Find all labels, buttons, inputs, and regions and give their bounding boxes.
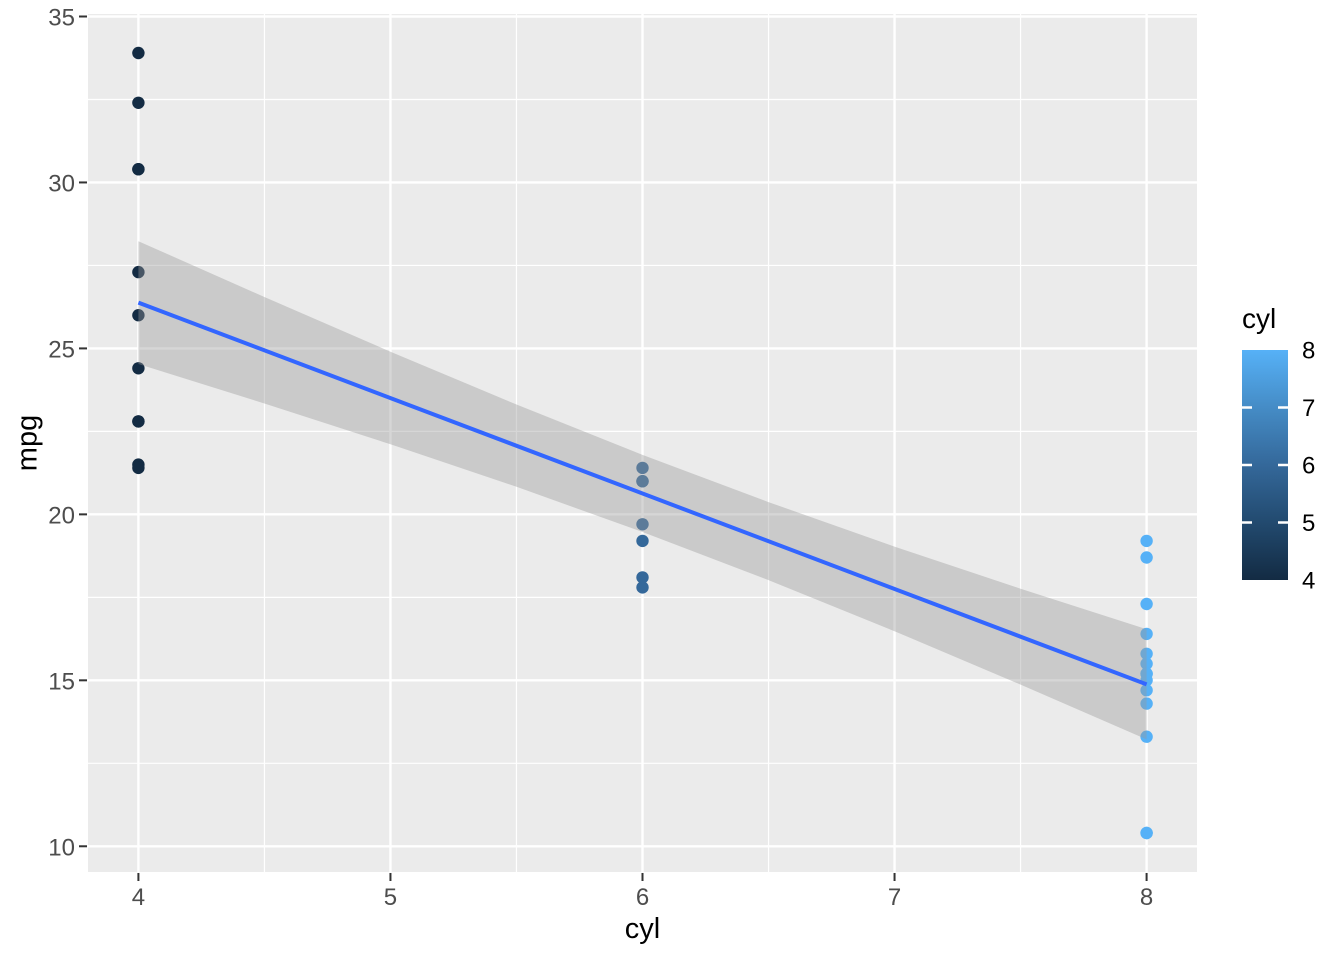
data-point — [636, 581, 649, 594]
data-point — [132, 163, 145, 176]
y-tick-label: 35 — [48, 4, 75, 31]
y-tick-label: 15 — [48, 668, 75, 695]
legend-tick-label: 5 — [1302, 510, 1315, 537]
legend-tick-label: 8 — [1302, 338, 1315, 365]
data-point — [1140, 597, 1153, 611]
y-tick-label: 20 — [48, 502, 75, 529]
data-point — [132, 461, 145, 475]
x-tick-label: 5 — [384, 884, 397, 911]
data-point — [1140, 697, 1153, 710]
data-point — [1140, 551, 1153, 564]
data-point — [1140, 647, 1153, 660]
data-point — [1140, 657, 1153, 670]
data-point — [636, 518, 649, 531]
regression-line — [137, 300, 1148, 687]
y-tick-label: 25 — [48, 336, 75, 363]
legend-tick-label: 6 — [1302, 453, 1315, 480]
y-tick-label: 30 — [48, 170, 75, 197]
x-axis-title: cyl — [624, 913, 661, 945]
y-tick-label: 10 — [48, 834, 75, 861]
confidence-band — [138, 241, 1147, 740]
data-point — [1140, 684, 1153, 697]
legend-tick-label: 4 — [1302, 568, 1315, 595]
data-point — [636, 475, 649, 488]
data-point — [1140, 730, 1153, 743]
data-point — [1140, 826, 1153, 840]
data-point — [636, 571, 649, 584]
x-tick-label: 4 — [132, 884, 145, 911]
data-point — [132, 265, 145, 279]
data-point — [132, 309, 145, 322]
x-tick-label: 8 — [1140, 884, 1153, 911]
data-point — [1140, 627, 1153, 641]
data-point — [636, 461, 649, 475]
data-point — [1140, 534, 1153, 548]
legend-title: cyl — [1242, 303, 1277, 334]
x-tick-label: 6 — [636, 884, 649, 911]
data-point — [132, 415, 145, 428]
data-point — [636, 534, 649, 548]
data-point — [132, 46, 145, 60]
y-axis-title: mpg — [11, 414, 44, 472]
x-tick-label: 7 — [888, 884, 901, 911]
data-point — [132, 362, 145, 375]
data-point — [132, 96, 145, 110]
legend-tick-label: 7 — [1302, 395, 1315, 422]
